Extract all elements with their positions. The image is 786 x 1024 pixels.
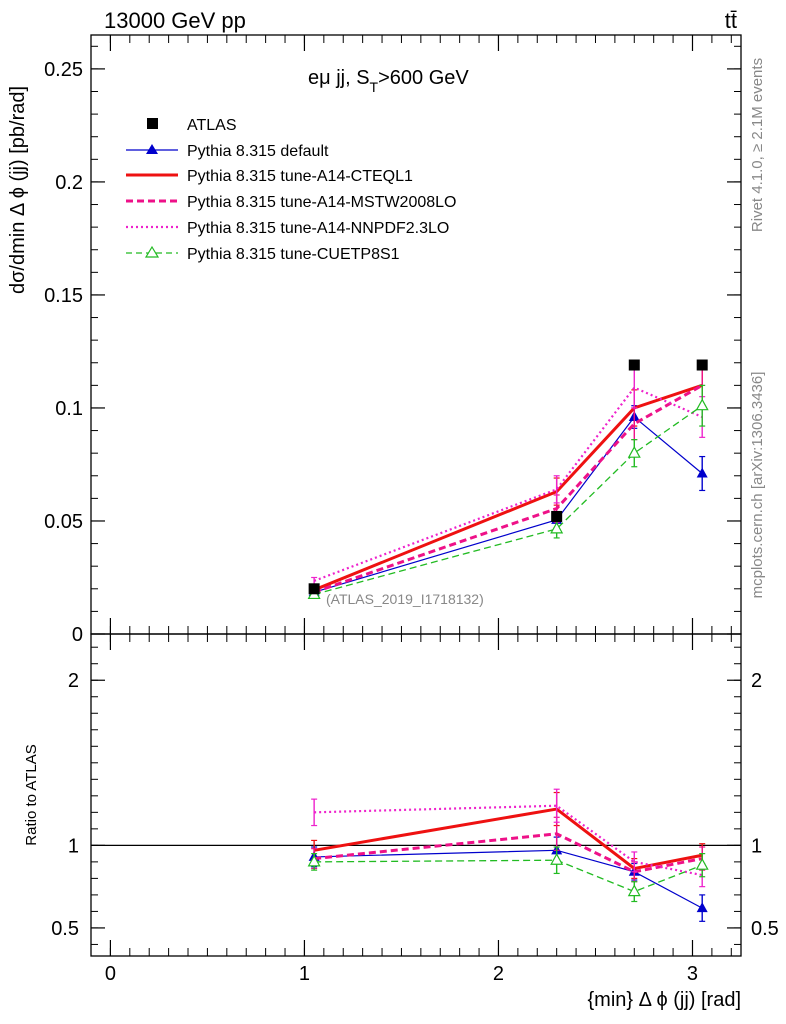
main-y-tick-label: 0.2 <box>55 172 83 194</box>
atlas-data-points <box>308 359 708 595</box>
legend: ATLAS Pythia 8.315 default Pythia 8.315 … <box>126 117 456 263</box>
main-y-tick-label: 0.05 <box>44 511 83 533</box>
x-tick-label: 0 <box>105 963 116 985</box>
legend-entry-mstw: Pythia 8.315 tune-A14-MSTW2008LO <box>126 194 456 211</box>
ratio-line-pythia-8-315-tune-a14-nnpdf2-3lo <box>314 804 703 877</box>
ratio-y-axis-label: Ratio to ATLAS <box>23 744 40 845</box>
analysis-id-annotation: (ATLAS_2019_I1718132) <box>326 591 484 607</box>
legend-label-cuetp8s1: Pythia 8.315 tune-CUETP8S1 <box>187 246 400 263</box>
atlas-data-point <box>696 359 708 371</box>
main-line-pythia-8-315-tune-a14-cteql1 <box>313 383 703 592</box>
main-y-tick-label: 0.25 <box>44 59 83 81</box>
ratio-line-pythia-8-315-tune-cuetp8s1 <box>314 859 703 893</box>
mcplots-label: mcplots.cern.ch [arXiv:1306.3436] <box>749 372 766 599</box>
atlas-data-point <box>551 510 563 522</box>
ratio-plot-frame <box>90 633 742 957</box>
atlas-data-point <box>628 359 640 371</box>
legend-marker-cuetp8s1 <box>144 245 160 258</box>
legend-label-default: Pythia 8.315 default <box>187 143 329 160</box>
ratio-marker-pythia-8-315-tune-cuetp8s1 <box>307 854 321 867</box>
main-title-text: eμ jj, S <box>308 67 370 89</box>
ratio-y-tick-label-right: 1 <box>751 835 762 857</box>
legend-label-mstw: Pythia 8.315 tune-A14-MSTW2008LO <box>187 194 456 211</box>
ratio-marker-pythia-8-315-default <box>696 902 708 913</box>
main-line-pythia-8-315-default <box>313 416 703 593</box>
ratio-x-ticks: 0 1 2 3 <box>90 634 732 985</box>
legend-marker-default <box>146 144 158 154</box>
ratio-line-pythia-8-315-tune-a14-cteql1 <box>313 807 703 871</box>
main-y-tick-label: 0.15 <box>44 285 83 307</box>
main-marker-pythia-8-315-default <box>696 467 708 478</box>
legend-marker-atlas <box>147 118 158 129</box>
ratio-y-tick-label: 1 <box>68 835 79 857</box>
main-marker-pythia-8-315-tune-cuetp8s1 <box>550 521 564 534</box>
ratio-marker-pythia-8-315-tune-cuetp8s1 <box>627 884 641 897</box>
legend-label-atlas: ATLAS <box>187 117 237 134</box>
header-energy-label: 13000 GeV pp <box>104 8 246 33</box>
main-y-ticks: 0 0.05 0.1 0.15 0.2 0.25 <box>44 45 741 646</box>
ratio-line-pythia-8-315-default <box>314 849 703 909</box>
legend-entry-nnpdf: Pythia 8.315 tune-A14-NNPDF2.3LO <box>126 220 449 237</box>
ratio-y-tick-label-right: 2 <box>751 670 762 692</box>
legend-label-nnpdf: Pythia 8.315 tune-A14-NNPDF2.3LO <box>187 220 449 237</box>
x-axis-label: {min} Δ ϕ (jj) [rad] <box>588 989 742 1011</box>
main-x-ticks <box>90 35 732 634</box>
main-title-subscript: T <box>370 79 379 95</box>
legend-entry-cuetp8s1: Pythia 8.315 tune-CUETP8S1 <box>126 245 400 263</box>
main-marker-pythia-8-315-tune-cuetp8s1 <box>695 398 709 411</box>
main-title-tail: >600 GeV <box>378 67 469 89</box>
main-panel-title: eμ jj, ST>600 GeV <box>308 67 469 95</box>
main-marker-pythia-8-315-tune-cuetp8s1 <box>627 445 641 458</box>
main-line-pythia-8-315-tune-a14-mstw2008lo <box>313 384 703 594</box>
ratio-series-group <box>307 788 709 922</box>
ratio-y-tick-label: 2 <box>68 670 79 692</box>
header-process-label: tt̄ <box>725 8 737 33</box>
legend-entry-default: Pythia 8.315 default <box>126 143 329 160</box>
ratio-y-ticks: 0.5 0.5 1 1 2 2 <box>51 646 779 945</box>
main-line-pythia-8-315-tune-cuetp8s1 <box>313 405 703 596</box>
main-y-tick-label: 0.1 <box>55 398 83 420</box>
x-tick-label: 1 <box>299 963 310 985</box>
ratio-plot-panel: Ratio to ATLAS {min} Δ ϕ (jj) [rad] 0.5 0… <box>23 633 779 1011</box>
legend-entry-cteql1: Pythia 8.315 tune-A14-CTEQL1 <box>126 168 413 185</box>
legend-entry-atlas: ATLAS <box>147 117 237 134</box>
main-y-tick-label: 0 <box>72 624 83 646</box>
x-tick-label: 3 <box>687 963 698 985</box>
ratio-line-pythia-8-315-tune-a14-mstw2008lo <box>313 832 703 874</box>
atlas-data-point <box>308 583 320 595</box>
main-y-axis-label: dσ/dmin Δ ϕ (jj) [pb/rad] <box>7 86 29 294</box>
main-plot-panel: eμ jj, ST>600 GeV dσ/dmin Δ ϕ (jj) [pb/r… <box>7 34 742 646</box>
legend-label-cteql1: Pythia 8.315 tune-A14-CTEQL1 <box>187 168 413 185</box>
ratio-y-tick-label-right: 0.5 <box>751 918 779 940</box>
rivet-label: Rivet 4.1.0, ≥ 2.1M events <box>749 58 766 232</box>
ratio-y-tick-label: 0.5 <box>51 918 79 940</box>
x-tick-label: 2 <box>493 963 504 985</box>
main-line-pythia-8-315-tune-a14-nnpdf2-3lo <box>313 386 703 582</box>
ratio-marker-pythia-8-315-tune-cuetp8s1 <box>695 857 709 870</box>
ratio-marker-pythia-8-315-tune-cuetp8s1 <box>550 852 564 865</box>
main-series-group <box>307 364 709 600</box>
